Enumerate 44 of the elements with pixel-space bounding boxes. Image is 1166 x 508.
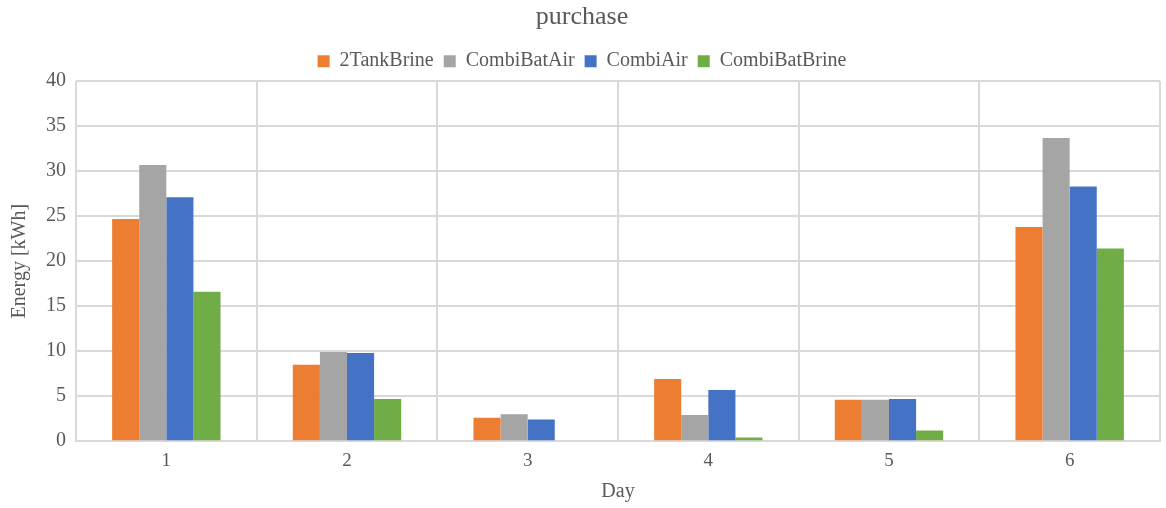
legend-label: CombiAir [606, 48, 689, 71]
bar [916, 430, 944, 441]
bar [861, 399, 889, 441]
bar [193, 291, 221, 441]
bar [473, 417, 501, 441]
x-tick-label: 1 [161, 448, 172, 470]
bar [319, 352, 347, 441]
x-axis-title: Day [601, 479, 635, 503]
bar [681, 415, 709, 441]
bar [1015, 227, 1043, 441]
bar [1096, 248, 1124, 441]
x-tick-label: 4 [703, 448, 714, 470]
y-axis-title: Energy [kWh] [7, 203, 31, 319]
legend-label: CombiBatBrine [719, 48, 847, 71]
bar [1042, 137, 1070, 441]
bar [112, 218, 140, 441]
legend-label: CombiBatAir [465, 48, 575, 71]
bar [292, 364, 320, 441]
legend-label: 2TankBrine [339, 48, 434, 71]
y-tick-label: 40 [46, 68, 66, 91]
bar [527, 419, 555, 441]
y-tick-label: 0 [56, 428, 66, 451]
y-tick-label: 10 [46, 338, 66, 361]
bar [654, 379, 682, 441]
y-tick-label: 20 [46, 248, 66, 271]
bar [708, 389, 736, 441]
y-tick-label: 15 [46, 293, 66, 316]
bar [347, 353, 375, 441]
bar [500, 414, 528, 441]
y-tick-label: 35 [46, 113, 66, 136]
chart-title: purchase [535, 1, 629, 31]
x-tick-label: 3 [522, 448, 533, 470]
y-tick-label: 25 [46, 203, 66, 226]
bar [166, 197, 194, 441]
bar [834, 399, 862, 441]
y-tick-label: 30 [46, 158, 66, 181]
bar [139, 164, 167, 441]
x-tick-label: 5 [884, 448, 894, 470]
bar [374, 398, 402, 441]
x-tick-label: 2 [342, 448, 352, 470]
y-tick-label: 5 [56, 383, 66, 406]
x-tick-label: 6 [1064, 448, 1075, 470]
bar [889, 398, 917, 441]
bar [1069, 186, 1097, 441]
